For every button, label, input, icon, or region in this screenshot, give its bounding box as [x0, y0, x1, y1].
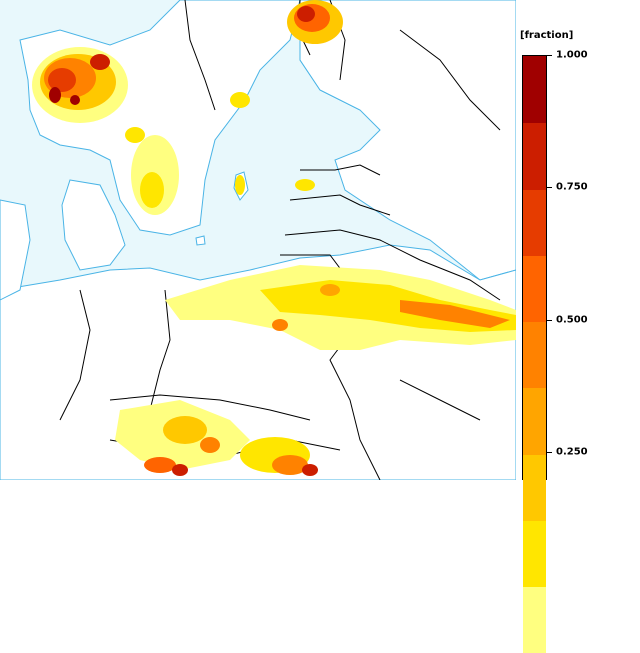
denmark-land [61, 179, 126, 271]
colorbar-band [523, 453, 546, 521]
bornholm-land [195, 235, 206, 246]
colorbar-band [523, 56, 546, 124]
snow-fraction-field [32, 0, 516, 476]
colorbar-band [523, 519, 546, 587]
map-canvas [0, 0, 516, 480]
colorbar-band [523, 122, 546, 190]
colorbar-band [523, 188, 546, 256]
colorbar-band [523, 586, 546, 653]
britain-land [0, 199, 31, 301]
colorbar-tick-0250 [547, 452, 552, 453]
colorbar-tick-1000 [547, 55, 552, 56]
colorbar [522, 55, 547, 653]
colorbar-band [523, 254, 546, 322]
finland-russia-land [299, 0, 516, 281]
colorbar-label-0500: 0.500 [556, 314, 588, 326]
colorbar-band [523, 387, 546, 455]
colorbar-label-0750: 0.750 [556, 181, 588, 193]
colorbar-tick-0750 [547, 187, 552, 188]
map-area[interactable] [0, 0, 516, 480]
colorbar-label-0250: 0.250 [556, 446, 588, 458]
colorbar-label-1000: 1.000 [556, 49, 588, 61]
colorbar-tick-0500 [547, 320, 552, 321]
legend-title: [fraction] [520, 30, 574, 41]
colorbar-band [523, 321, 546, 389]
